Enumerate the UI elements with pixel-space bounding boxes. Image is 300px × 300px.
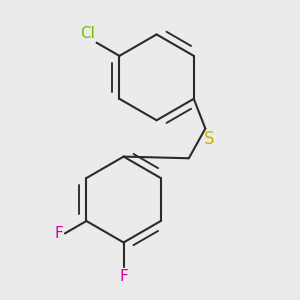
Text: Cl: Cl — [80, 26, 95, 41]
Text: F: F — [55, 226, 63, 241]
Text: F: F — [119, 269, 128, 284]
Text: S: S — [204, 130, 214, 148]
